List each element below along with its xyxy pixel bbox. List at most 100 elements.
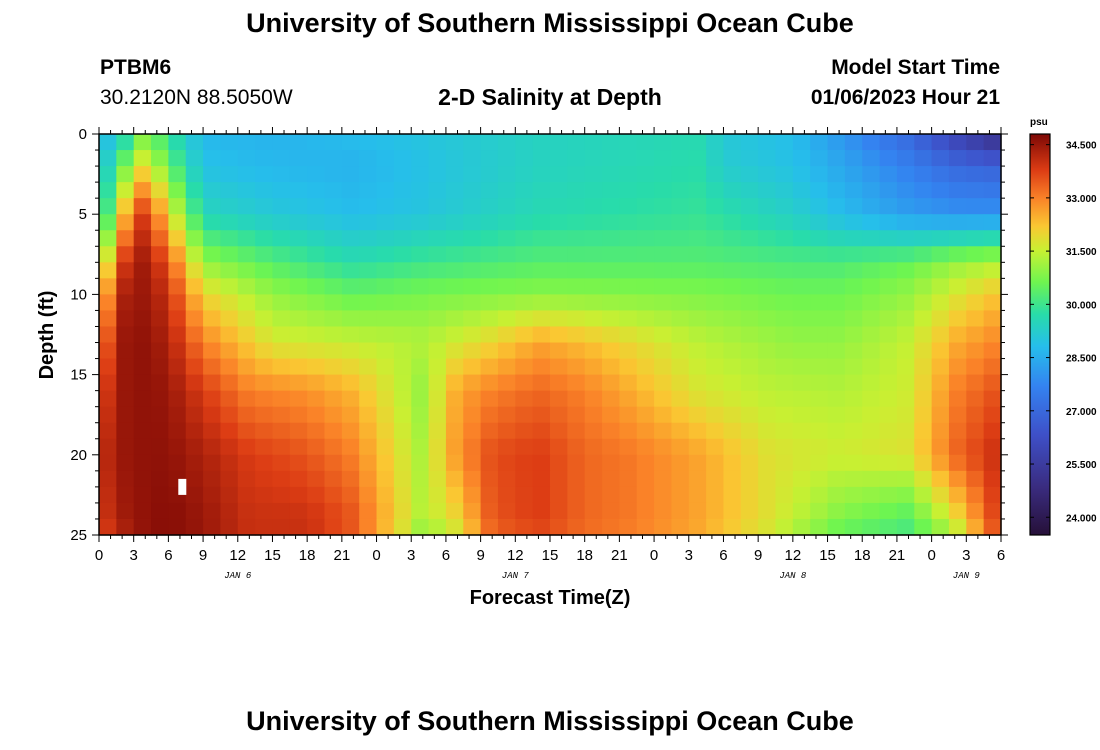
heatmap-cell xyxy=(307,150,326,167)
heatmap-cell xyxy=(480,486,499,504)
heatmap-cell xyxy=(341,422,360,440)
heatmap-cell xyxy=(515,342,534,360)
heatmap-cell xyxy=(99,454,117,472)
heatmap-cell xyxy=(393,214,412,231)
heatmap-cell xyxy=(289,390,308,408)
heatmap-cell xyxy=(307,454,326,472)
heatmap-cell xyxy=(584,134,603,151)
heatmap-cell xyxy=(255,518,274,536)
heatmap-cell xyxy=(376,518,395,536)
heatmap-cell xyxy=(914,294,933,312)
heatmap-cell xyxy=(428,262,447,279)
x-axis: 0 3 6 9 12 15 18 21 0 3 6 9 12 15 18 21 0 3 6 9 12 15 18 21 0 3 6 J… xyxy=(95,127,1005,581)
heatmap-cell xyxy=(255,230,274,247)
heatmap-cell xyxy=(827,198,846,215)
heatmap-cell xyxy=(359,198,378,215)
heatmap-cell xyxy=(341,486,360,504)
heatmap-cell xyxy=(966,422,985,440)
heatmap-cell xyxy=(445,358,464,376)
heatmap-cell xyxy=(966,470,985,488)
heatmap-cell xyxy=(983,518,1002,536)
heatmap-cell xyxy=(515,150,534,167)
heatmap-cell xyxy=(428,406,447,424)
heatmap-cell xyxy=(862,310,881,328)
heatmap-cell xyxy=(550,198,568,215)
heatmap-cell xyxy=(185,470,204,488)
heatmap-cell xyxy=(879,486,898,504)
heatmap-cell xyxy=(341,262,360,279)
heatmap-cell xyxy=(879,230,898,247)
heatmap-cell xyxy=(636,310,655,328)
heatmap-cell xyxy=(550,326,568,344)
heatmap-cell xyxy=(393,310,412,328)
heatmap-cell xyxy=(289,310,308,328)
heatmap-cell xyxy=(879,422,898,440)
heatmap-cell xyxy=(931,390,950,408)
heatmap-cell xyxy=(428,390,447,408)
heatmap-cell xyxy=(948,278,967,295)
heatmap-cell xyxy=(463,390,482,408)
heatmap-cell xyxy=(792,278,811,295)
heatmap-cell xyxy=(411,438,430,456)
heatmap-cell xyxy=(775,214,794,231)
heatmap-cell xyxy=(220,422,239,440)
heatmap-cell xyxy=(758,326,777,344)
heatmap-cell xyxy=(844,470,863,488)
heatmap-cell xyxy=(116,486,135,504)
heatmap-cell xyxy=(810,166,829,183)
heatmap-cell xyxy=(151,390,169,408)
heatmap-cell xyxy=(445,166,464,183)
heatmap-cell xyxy=(359,166,378,183)
colorbar-tick-label: 24.000 xyxy=(1066,513,1097,524)
heatmap-cell xyxy=(428,198,447,215)
heatmap-cell xyxy=(862,502,881,520)
heatmap-cell xyxy=(740,438,759,456)
colorbar-tick-label: 31.500 xyxy=(1066,247,1097,258)
heatmap-cell xyxy=(879,246,898,263)
heatmap-cell xyxy=(810,214,829,231)
heatmap-cell xyxy=(272,406,291,424)
heatmap-cell xyxy=(966,486,985,504)
heatmap-cell xyxy=(532,198,551,215)
heatmap-cell xyxy=(359,182,378,199)
heatmap-cell xyxy=(983,486,1002,504)
heatmap-cell xyxy=(428,150,447,167)
heatmap-cell xyxy=(896,390,915,408)
heatmap-cell xyxy=(255,438,274,456)
heatmap-cell xyxy=(151,278,169,295)
heatmap-cell xyxy=(341,278,360,295)
x-tick-label: 6 xyxy=(442,547,450,564)
heatmap-cell xyxy=(116,358,135,376)
heatmap-cell xyxy=(272,374,291,392)
heatmap-cell xyxy=(706,518,725,536)
heatmap-cell xyxy=(983,182,1002,199)
heatmap-cell xyxy=(706,182,725,199)
heatmap-cell xyxy=(445,150,464,167)
heatmap-cell xyxy=(862,166,881,183)
heatmap-cell xyxy=(185,182,204,199)
heatmap-cell xyxy=(671,326,690,344)
heatmap-cell xyxy=(341,454,360,472)
heatmap-cell xyxy=(948,518,967,536)
heatmap-cell xyxy=(723,278,742,295)
heatmap-cell xyxy=(480,342,499,360)
heatmap-cell xyxy=(393,518,412,536)
heatmap-cell xyxy=(671,294,690,312)
heatmap-cell xyxy=(550,342,568,360)
heatmap-cell xyxy=(636,262,655,279)
heatmap-cell xyxy=(393,166,412,183)
heatmap-cell xyxy=(896,406,915,424)
heatmap-cell xyxy=(584,278,603,295)
heatmap-cell xyxy=(480,214,499,231)
heatmap-cell xyxy=(151,246,169,263)
heatmap-cell xyxy=(654,150,673,167)
heatmap-cell xyxy=(602,358,620,376)
heatmap-cell xyxy=(775,278,794,295)
heatmap-cell xyxy=(255,278,274,295)
heatmap-cell xyxy=(619,438,638,456)
heatmap-cell xyxy=(896,182,915,199)
heatmap-cell xyxy=(359,454,378,472)
x-axis-title: Forecast Time(Z) xyxy=(470,587,631,609)
x-tick-label: 9 xyxy=(476,547,484,564)
heatmap-cell xyxy=(966,358,985,376)
